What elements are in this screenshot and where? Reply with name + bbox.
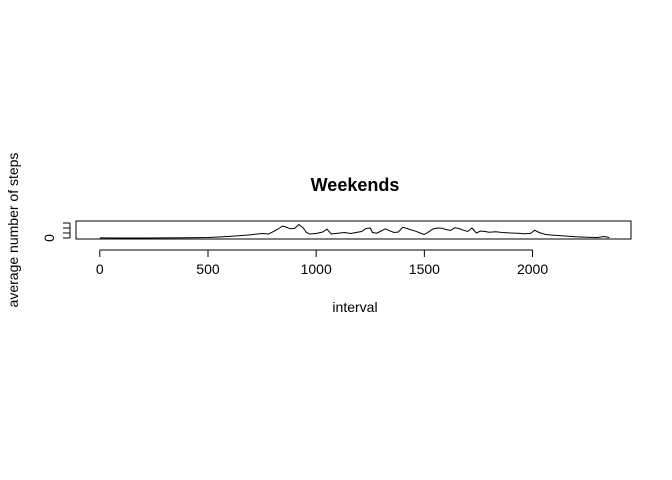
x-tick-label-4: 2000: [517, 261, 548, 277]
x-tick-label-3: 1500: [409, 261, 440, 277]
x-tick-label-0: 0: [96, 261, 104, 277]
x-tick-label-2: 1000: [301, 261, 332, 277]
y-tick-label-0: 0: [41, 234, 57, 242]
y-axis-label: average number of steps: [5, 153, 21, 308]
series-line-0: [99, 223, 610, 239]
chart-title: Weekends: [311, 175, 400, 195]
x-axis-label: interval: [332, 299, 377, 315]
x-tick-label-1: 500: [196, 261, 220, 277]
plot-frame: [75, 220, 632, 240]
